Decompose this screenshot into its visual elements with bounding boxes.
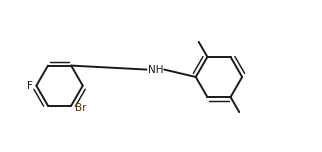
Text: F: F <box>27 81 33 91</box>
Text: Br: Br <box>75 103 87 113</box>
Text: NH: NH <box>148 65 164 75</box>
